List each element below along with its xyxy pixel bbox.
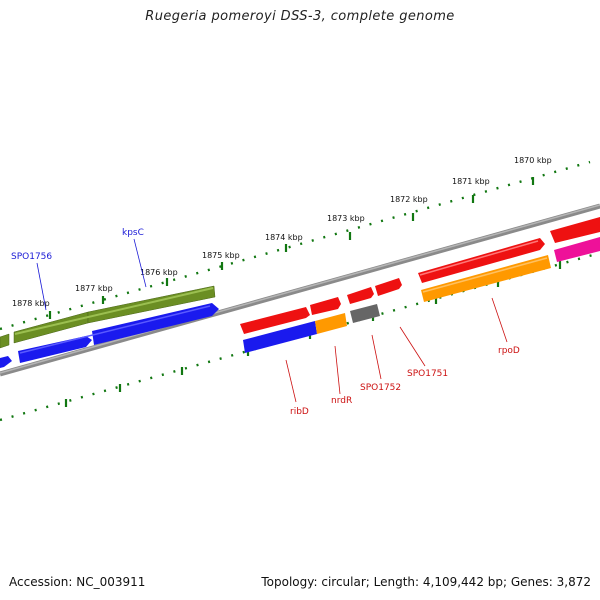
- gene-label-ribd[interactable]: ribD: [290, 407, 309, 417]
- leader-spo1752: [371, 334, 382, 380]
- blue-cds-1[interactable]: [18, 336, 92, 363]
- red-feature-3[interactable]: [347, 287, 374, 304]
- gene-label-spo1751[interactable]: SPO1751: [407, 369, 448, 379]
- scale-label-1875: 1875 kbp: [202, 251, 240, 260]
- leader-rpod: [491, 297, 508, 343]
- backbone-line: [0, 203, 600, 377]
- upper-scale: [0, 160, 591, 331]
- gene-label-kpsc[interactable]: kpsC: [122, 228, 144, 238]
- red-feature-4[interactable]: [375, 278, 402, 296]
- gene-label-nrdr[interactable]: nrdR: [331, 396, 352, 406]
- red-feature-5[interactable]: [418, 238, 545, 283]
- gene-label-spo1756[interactable]: SPO1756: [11, 252, 52, 262]
- gray-feature-spo1752[interactable]: [350, 304, 380, 323]
- gene-label-rpod[interactable]: rpoD: [498, 346, 520, 356]
- leader-kpsc: [133, 238, 147, 288]
- orange-feature-rpod[interactable]: [421, 255, 551, 302]
- orange-feature-nrdr[interactable]: [315, 313, 347, 334]
- scale-label-1873: 1873 kbp: [327, 214, 365, 223]
- blue-highlight-left: [19, 305, 211, 354]
- red-feature-6[interactable]: [550, 217, 600, 243]
- red-feature-1[interactable]: [240, 307, 310, 334]
- leader-spo1756: [36, 262, 47, 311]
- map-title: Ruegeria pomeroyi DSS-3, complete genome: [145, 9, 455, 24]
- olive-highlight: [14, 287, 214, 335]
- red-highlight: [419, 240, 539, 276]
- scale-label-1878: 1878 kbp: [12, 299, 50, 308]
- blue-cds-2[interactable]: [92, 303, 219, 345]
- leader-ribd: [285, 359, 297, 403]
- blue-cds-ribd[interactable]: [243, 321, 317, 353]
- red-feature-2[interactable]: [310, 297, 341, 315]
- topology-text: Topology: circular; Length: 4,109,442 bp…: [261, 575, 591, 589]
- scale-label-1874: 1874 kbp: [265, 233, 303, 242]
- blue-cds-left-edge[interactable]: [0, 356, 12, 368]
- backbone-highlight: [0, 204, 600, 374]
- olive-feature-left-edge[interactable]: [0, 333, 10, 349]
- orange-highlight: [422, 257, 548, 293]
- scale-label-1877: 1877 kbp: [75, 284, 113, 293]
- gene-label-spo1752[interactable]: SPO1752: [360, 383, 401, 393]
- scale-label-1872: 1872 kbp: [390, 195, 428, 204]
- scale-label-1870: 1870 kbp: [514, 156, 552, 165]
- scale-label-1876: 1876 kbp: [140, 268, 178, 277]
- leader-spo1751: [399, 326, 426, 367]
- leader-nrdr: [334, 345, 341, 395]
- scale-label-1871: 1871 kbp: [452, 177, 490, 186]
- accession-text: Accession: NC_003911: [9, 575, 146, 589]
- magenta-feature[interactable]: [554, 237, 600, 262]
